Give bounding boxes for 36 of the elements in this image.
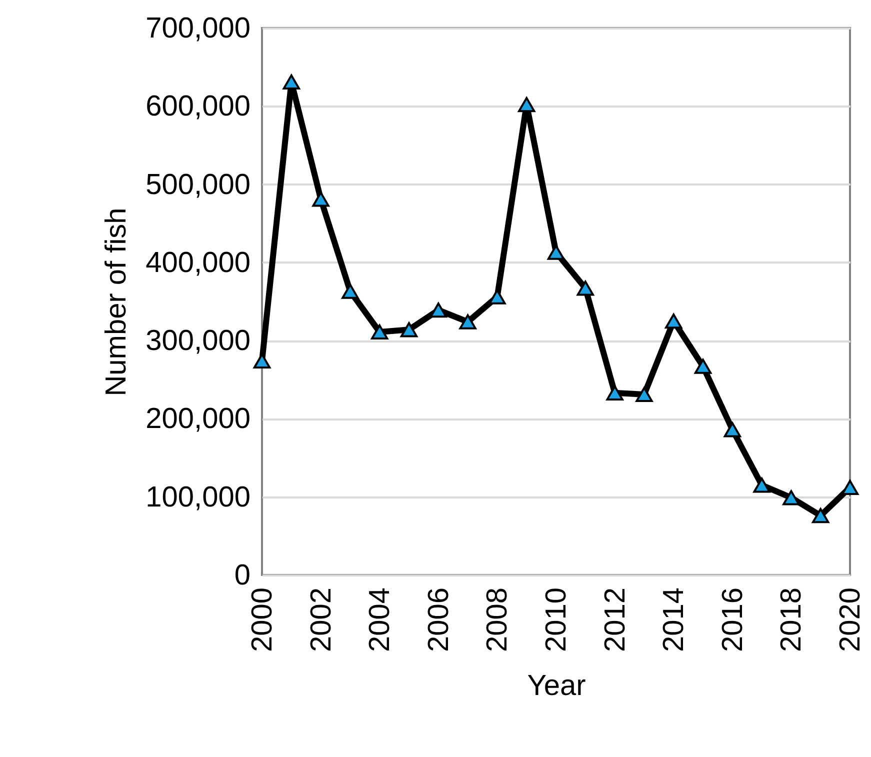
y-tick-label: 500,000 — [146, 168, 250, 201]
x-tick-label: 2010 — [540, 588, 572, 652]
x-tick-label: 2004 — [364, 588, 396, 652]
point — [694, 358, 712, 374]
y-tick-label: 100,000 — [146, 481, 250, 514]
x-tick-label: 2008 — [482, 588, 514, 652]
point — [606, 385, 624, 400]
y-tick-label: 400,000 — [146, 246, 250, 279]
y-tick-label: 300,000 — [146, 325, 250, 358]
x-tick-label: 2014 — [658, 588, 690, 652]
y-tick-label: 200,000 — [146, 403, 250, 436]
point — [312, 192, 330, 207]
point — [342, 284, 359, 299]
x-tick-label: 2018 — [776, 588, 808, 652]
point — [782, 490, 800, 506]
x-tick-label: 2012 — [599, 588, 632, 652]
x-tick-label: 2020 — [834, 588, 866, 652]
point — [812, 508, 830, 524]
point — [459, 314, 476, 330]
point — [724, 422, 741, 438]
point — [518, 97, 536, 112]
point — [547, 244, 565, 260]
point — [371, 324, 388, 340]
point — [636, 386, 653, 402]
y-tick-label: 700,000 — [146, 12, 250, 44]
x-tick-label: 2006 — [422, 588, 455, 652]
point — [400, 322, 418, 338]
x-tick-label: 2016 — [716, 588, 749, 652]
x-axis-title: Year — [527, 670, 586, 702]
y-tick-label: 600,000 — [146, 90, 250, 123]
y-axis-title: Number of fish — [100, 208, 133, 396]
x-tick-label: 2002 — [305, 588, 338, 652]
point — [282, 74, 300, 90]
point — [576, 280, 594, 296]
point — [753, 478, 770, 493]
point — [665, 313, 682, 329]
